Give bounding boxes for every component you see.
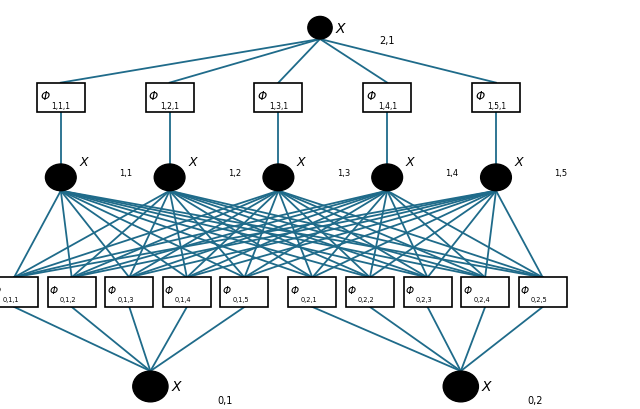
Text: Φ: Φ bbox=[521, 285, 529, 295]
Text: 0,1,1: 0,1,1 bbox=[2, 297, 19, 303]
FancyBboxPatch shape bbox=[288, 278, 337, 307]
Ellipse shape bbox=[263, 165, 294, 191]
Text: Φ: Φ bbox=[149, 90, 158, 103]
Text: X: X bbox=[297, 156, 305, 169]
Text: Φ: Φ bbox=[476, 90, 484, 103]
Text: 1,3: 1,3 bbox=[337, 169, 350, 178]
Text: 0,1,2: 0,1,2 bbox=[60, 297, 76, 303]
FancyBboxPatch shape bbox=[461, 278, 509, 307]
Ellipse shape bbox=[443, 371, 479, 402]
Ellipse shape bbox=[372, 165, 403, 191]
FancyBboxPatch shape bbox=[146, 83, 193, 113]
Text: 0,1,5: 0,1,5 bbox=[233, 297, 249, 303]
FancyBboxPatch shape bbox=[163, 278, 211, 307]
Ellipse shape bbox=[154, 165, 185, 191]
Text: Φ: Φ bbox=[50, 285, 58, 295]
Text: 1,5: 1,5 bbox=[554, 169, 568, 178]
Text: Φ: Φ bbox=[108, 285, 115, 295]
Text: Φ: Φ bbox=[223, 285, 230, 295]
FancyBboxPatch shape bbox=[255, 83, 303, 113]
Text: 0,2,3: 0,2,3 bbox=[416, 297, 432, 303]
Text: Φ: Φ bbox=[463, 285, 471, 295]
Text: 1,1: 1,1 bbox=[119, 169, 132, 178]
FancyBboxPatch shape bbox=[519, 278, 567, 307]
FancyBboxPatch shape bbox=[472, 83, 520, 113]
FancyBboxPatch shape bbox=[220, 278, 269, 307]
Text: X: X bbox=[481, 380, 491, 393]
FancyBboxPatch shape bbox=[0, 278, 38, 307]
Text: X: X bbox=[335, 22, 345, 36]
Ellipse shape bbox=[481, 165, 511, 191]
Text: 2,1: 2,1 bbox=[379, 36, 394, 46]
Text: 0,1,3: 0,1,3 bbox=[118, 297, 134, 303]
Text: Φ: Φ bbox=[291, 285, 298, 295]
Text: 0,2,5: 0,2,5 bbox=[531, 297, 548, 303]
Text: Φ: Φ bbox=[258, 90, 267, 103]
Text: Φ: Φ bbox=[40, 90, 49, 103]
FancyBboxPatch shape bbox=[364, 83, 412, 113]
Text: 0,2,2: 0,2,2 bbox=[358, 297, 375, 303]
Text: X: X bbox=[79, 156, 88, 169]
Text: X: X bbox=[515, 156, 523, 169]
Text: 1,4: 1,4 bbox=[445, 169, 459, 178]
Text: 0,2,1: 0,2,1 bbox=[301, 297, 317, 303]
Text: 1,5,1: 1,5,1 bbox=[487, 102, 506, 111]
Text: 1,3,1: 1,3,1 bbox=[269, 102, 288, 111]
Text: Φ: Φ bbox=[348, 285, 356, 295]
FancyBboxPatch shape bbox=[105, 278, 154, 307]
Text: 1,2,1: 1,2,1 bbox=[160, 102, 179, 111]
Text: 0,1: 0,1 bbox=[218, 395, 233, 405]
Text: Φ: Φ bbox=[366, 90, 376, 103]
Text: X: X bbox=[188, 156, 196, 169]
Text: Φ: Φ bbox=[165, 285, 173, 295]
Text: 1,1,1: 1,1,1 bbox=[52, 102, 70, 111]
Text: 0,1,4: 0,1,4 bbox=[175, 297, 191, 303]
Ellipse shape bbox=[308, 17, 332, 40]
FancyBboxPatch shape bbox=[404, 278, 452, 307]
Text: X: X bbox=[172, 380, 180, 393]
FancyBboxPatch shape bbox=[37, 83, 85, 113]
Ellipse shape bbox=[45, 165, 76, 191]
Text: Φ: Φ bbox=[406, 285, 413, 295]
Text: X: X bbox=[406, 156, 414, 169]
Text: 0,2,4: 0,2,4 bbox=[474, 297, 490, 303]
FancyBboxPatch shape bbox=[48, 278, 96, 307]
Text: 1,2: 1,2 bbox=[228, 169, 241, 178]
FancyBboxPatch shape bbox=[346, 278, 394, 307]
Text: 0,2: 0,2 bbox=[527, 395, 543, 405]
Text: 1,4,1: 1,4,1 bbox=[378, 102, 397, 111]
Ellipse shape bbox=[133, 371, 168, 402]
